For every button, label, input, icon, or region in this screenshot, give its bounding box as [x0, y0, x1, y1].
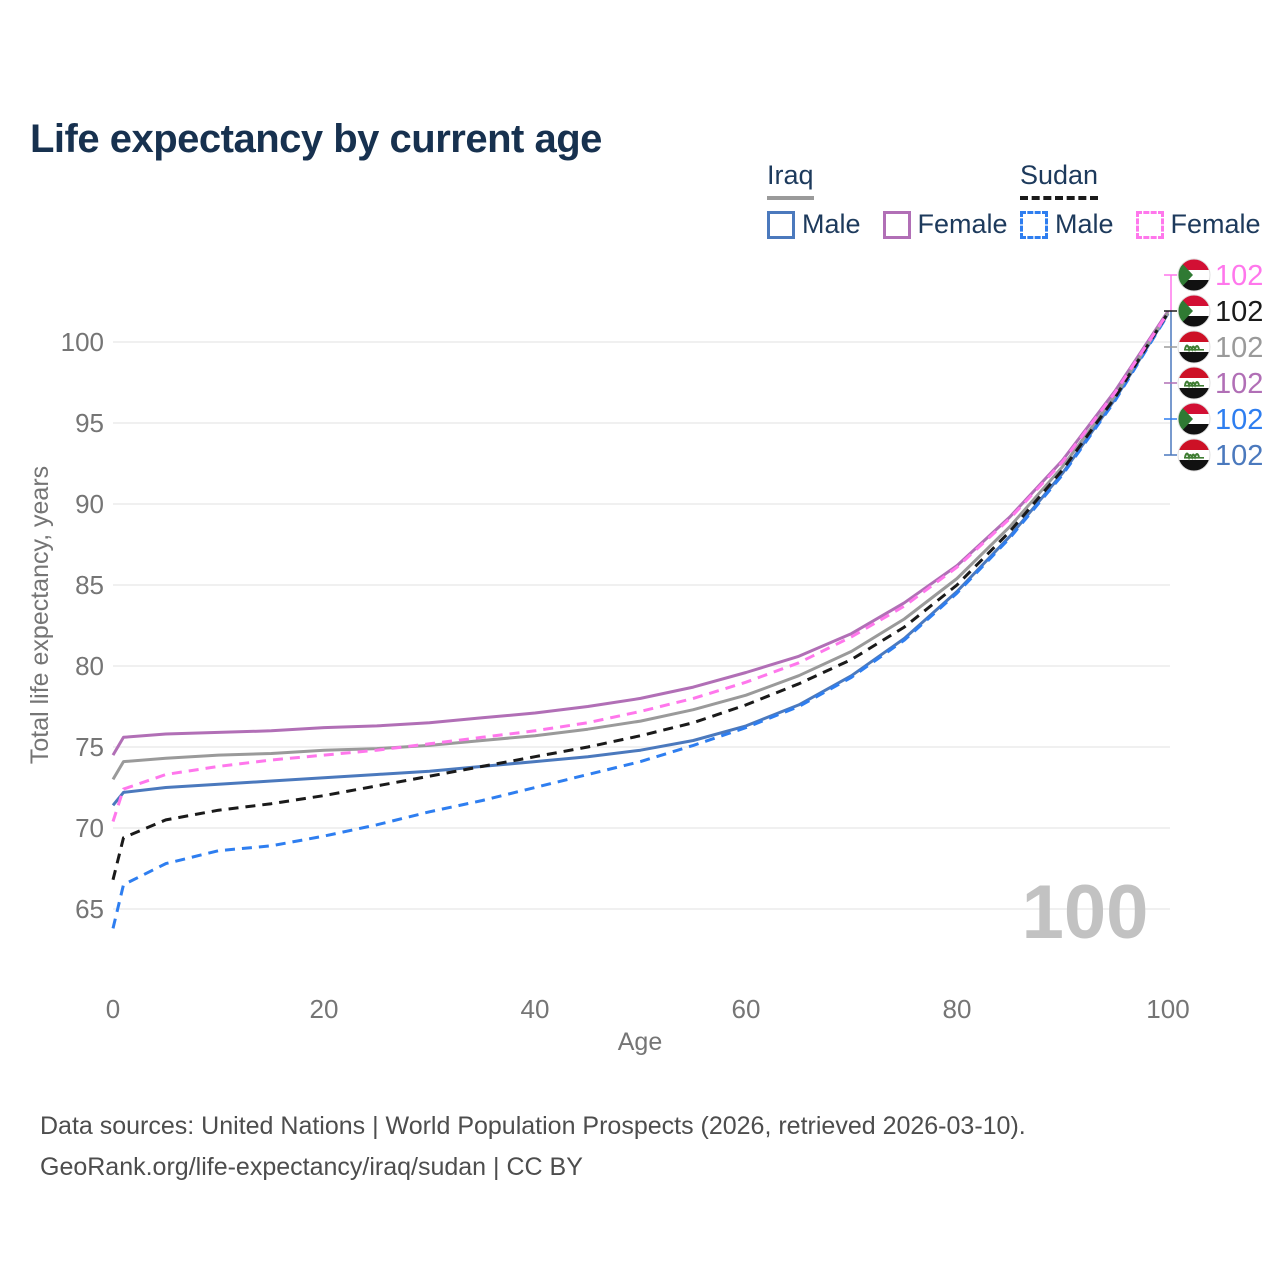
- series-line-sudan[interactable]: [111, 312, 1170, 881]
- chart-legend: Iraq Male Female Sudan Male Female: [0, 160, 1280, 250]
- sudan-flag-icon: [1177, 294, 1211, 328]
- y-tick-75: 75: [75, 732, 104, 762]
- legend-group-sudan: Sudan Male Female: [1020, 160, 1280, 240]
- sudan-flag-icon: [1177, 258, 1211, 292]
- x-tick-80: 80: [943, 994, 972, 1024]
- legend-item-sudan-female[interactable]: Female: [1135, 209, 1261, 240]
- gridlines: [113, 341, 1170, 910]
- legend-item-sudan-male[interactable]: Male: [1020, 209, 1114, 240]
- footer-data-sources: Data sources: United Nations | World Pop…: [40, 1112, 1026, 1140]
- y-tick-90: 90: [75, 489, 104, 519]
- legend-group-iraq: Iraq Male Female: [767, 160, 1030, 240]
- series-lines: [111, 310, 1170, 929]
- sudan-flag-icon: [1177, 402, 1211, 436]
- y-tick-100: 100: [61, 327, 104, 357]
- series-line-iraq-female[interactable]: [111, 310, 1170, 756]
- legend-item-iraq-female[interactable]: Female: [882, 209, 1008, 240]
- legend-country-iraq[interactable]: Iraq: [767, 160, 814, 200]
- end-value-sudan: 102: [1215, 296, 1263, 328]
- legend-item-iraq-male[interactable]: Male: [767, 209, 861, 240]
- current-age-watermark: 100: [1022, 870, 1149, 955]
- series-line-iraq-male[interactable]: [111, 312, 1170, 807]
- y-tick-95: 95: [75, 408, 104, 438]
- iraq-male-swatch-icon: [767, 210, 795, 239]
- x-tick-40: 40: [521, 994, 550, 1024]
- series-line-sudan-male[interactable]: [111, 313, 1170, 929]
- legend-label-sudan-male: Male: [1055, 209, 1114, 239]
- legend-label-iraq-female: Female: [917, 209, 1008, 239]
- y-tick-85: 85: [75, 570, 104, 600]
- y-tick-labels: 65 70 75 80 85 90 95 100: [61, 327, 104, 924]
- legend-row-iraq: Male Female: [767, 209, 1030, 240]
- legend-row-sudan: Male Female: [1020, 209, 1280, 240]
- series-line-sudan-female[interactable]: [111, 311, 1170, 822]
- legend-label-iraq-male: Male: [802, 209, 861, 239]
- x-tick-0: 0: [106, 994, 120, 1024]
- y-tick-70: 70: [75, 813, 104, 843]
- end-value-sudan-female: 102: [1215, 260, 1263, 292]
- x-tick-60: 60: [732, 994, 761, 1024]
- y-tick-80: 80: [75, 651, 104, 681]
- end-value-iraq: 102: [1215, 332, 1263, 364]
- end-value-sudan-male: 102: [1215, 404, 1263, 436]
- legend-label-sudan-female: Female: [1170, 209, 1261, 239]
- footer-attribution[interactable]: GeoRank.org/life-expectancy/iraq/sudan |…: [40, 1153, 583, 1181]
- iraq-female-swatch-icon: [882, 210, 911, 239]
- end-value-iraq-female: 102: [1215, 368, 1263, 400]
- x-tick-20: 20: [310, 994, 339, 1024]
- end-value-iraq-male: 102: [1215, 440, 1263, 472]
- sudan-male-swatch-icon: [1020, 210, 1048, 239]
- y-tick-65: 65: [75, 894, 104, 924]
- x-axis-label: Age: [618, 1028, 662, 1056]
- iraq-flag-icon: [1177, 438, 1211, 472]
- series-line-iraq[interactable]: [111, 311, 1170, 781]
- iraq-flag-icon: [1177, 366, 1211, 400]
- page-title: Life expectancy by current age: [30, 116, 602, 161]
- sudan-female-swatch-icon: [1135, 210, 1164, 239]
- end-value-labels: 102 102 102 102 102 102: [1215, 260, 1263, 472]
- x-tick-labels: 0 20 40 60 80 100: [106, 994, 1190, 1024]
- legend-country-sudan[interactable]: Sudan: [1020, 160, 1099, 200]
- y-axis-label: Total life expectancy, years: [26, 466, 54, 764]
- iraq-flag-icon: [1177, 330, 1211, 364]
- country-flags: [1177, 258, 1211, 472]
- x-tick-100: 100: [1146, 994, 1189, 1024]
- footer: Data sources: United Nations | World Pop…: [40, 1106, 1026, 1188]
- end-label-connectors: [1164, 274, 1177, 456]
